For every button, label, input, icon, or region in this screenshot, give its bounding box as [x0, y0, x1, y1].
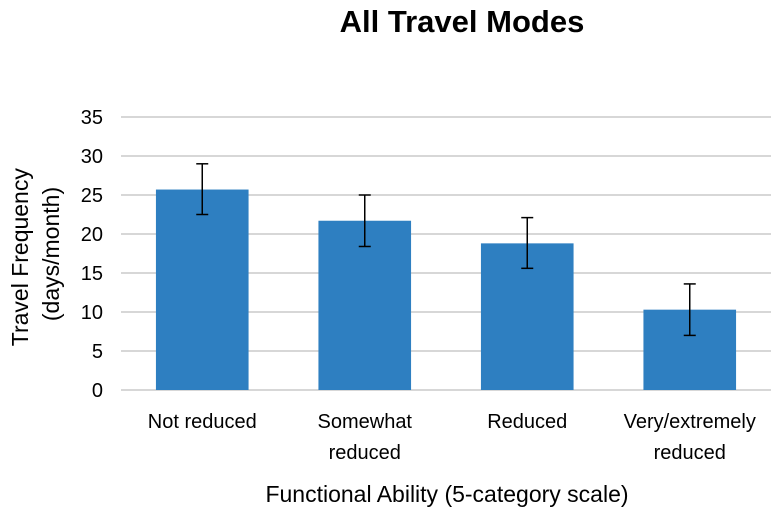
bars — [155, 189, 737, 390]
bar — [318, 220, 412, 390]
y-tick-label: 35 — [81, 107, 103, 129]
x-tick-label: Not reduced — [148, 411, 257, 433]
x-tick-label-line: Very/extremely — [624, 411, 756, 433]
y-tick-label: 15 — [81, 263, 103, 285]
y-axis-title-line-2: (days/month) — [38, 187, 64, 321]
y-tick-label: 0 — [92, 380, 103, 402]
x-tick-label-line: Reduced — [487, 411, 567, 433]
x-tick-label: Reduced — [487, 411, 567, 433]
chart-title: All Travel Modes — [340, 4, 585, 39]
x-tick-label: Somewhat reduced — [318, 411, 413, 464]
y-tick-label: 30 — [81, 146, 103, 168]
y-tick-label: 25 — [81, 185, 103, 207]
x-tick-label-line: Somewhat — [318, 411, 413, 433]
x-tick-label-line: reduced — [329, 442, 401, 464]
x-axis-title: Functional Ability (5-category scale) — [265, 481, 628, 507]
y-axis-title-line-1: Travel Frequency — [7, 168, 33, 347]
bar — [155, 189, 249, 390]
y-axis-title: Travel Frequency (days/month) — [7, 162, 64, 347]
y-tick-label: 10 — [81, 302, 103, 324]
y-tick-label: 20 — [81, 224, 103, 246]
x-axis-categories: Not reduced Somewhat reduced Reduced Very/ex… — [148, 411, 756, 464]
error-bars — [196, 163, 696, 337]
y-axis-ticks: 0 5 10 15 20 25 30 35 — [81, 107, 103, 402]
x-tick-label-line: reduced — [654, 442, 726, 464]
x-tick-label-line: Not reduced — [148, 411, 257, 433]
x-tick-label: Very/extremely reduced — [624, 411, 756, 464]
y-tick-label: 5 — [92, 341, 103, 363]
